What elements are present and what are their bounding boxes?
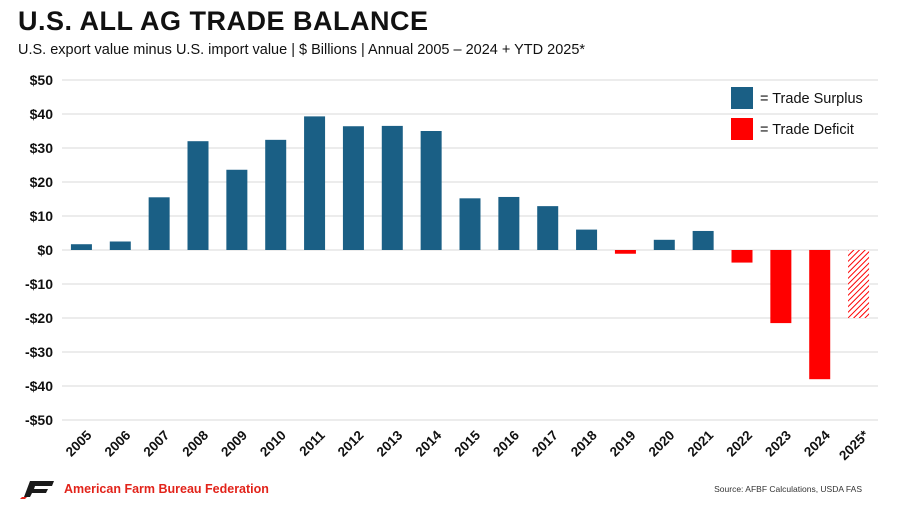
bar-2012: [342, 126, 364, 250]
x-tick-label: 2016: [490, 427, 522, 459]
bar-2005: [70, 244, 92, 250]
y-tick-label: -$40: [25, 378, 53, 394]
y-tick-label: $10: [30, 208, 54, 224]
bar-2019: [614, 250, 636, 254]
x-tick-label: 2018: [568, 427, 600, 459]
x-tick-label: 2010: [257, 428, 289, 460]
x-tick-label: 2009: [218, 428, 250, 460]
x-tick-label: 2015: [451, 427, 483, 459]
legend-label: = Trade Deficit: [760, 122, 854, 138]
organization-name: American Farm Bureau Federation: [64, 482, 269, 496]
y-tick-label: -$30: [25, 344, 53, 360]
x-tick-label: 2014: [412, 427, 444, 459]
x-tick-label: 2005: [63, 427, 95, 459]
y-tick-label: $0: [37, 242, 53, 258]
bar-2009: [226, 169, 248, 250]
bar-2025-ytd: [848, 250, 870, 318]
y-tick-label: $40: [30, 106, 54, 122]
bar-2014: [420, 131, 442, 250]
y-tick-label: $50: [30, 72, 54, 88]
bar-2020: [653, 239, 675, 250]
afbf-logo: American Farm Bureau Federation: [20, 478, 269, 500]
bar-2015: [459, 198, 481, 250]
x-tick-label: 2012: [335, 428, 367, 460]
x-tick-label: 2011: [296, 427, 328, 459]
bar-2008: [187, 141, 209, 250]
bar-2010: [265, 139, 287, 250]
chart-subtitle: U.S. export value minus U.S. import valu…: [18, 42, 586, 58]
bar-2018: [576, 229, 598, 250]
x-tick-label: 2013: [374, 427, 406, 459]
x-tick-label: 2017: [529, 428, 561, 460]
bar-2016: [498, 196, 520, 250]
legend-swatch: [731, 118, 753, 140]
x-tick-label: 2007: [140, 428, 172, 460]
x-tick-label: 2024: [801, 427, 833, 459]
bar-2007: [148, 197, 170, 250]
x-tick-label: 2021: [684, 427, 716, 459]
x-tick-label: 2022: [723, 428, 755, 460]
bar-2017: [537, 206, 559, 250]
y-tick-label: -$20: [25, 310, 53, 326]
source-note: Source: AFBF Calculations, USDA FAS: [714, 484, 862, 494]
y-tick-label: $30: [30, 140, 54, 156]
x-tick-label: 2008: [179, 427, 211, 459]
bar-2023: [770, 250, 792, 324]
x-tick-label: 2020: [646, 428, 678, 460]
y-tick-label: -$10: [25, 276, 53, 292]
x-tick-label: 2023: [762, 427, 794, 459]
bar-2022: [731, 250, 753, 263]
chart-title: U.S. ALL AG TRADE BALANCE: [18, 6, 429, 36]
bar-2006: [109, 241, 131, 250]
bar-2013: [381, 125, 403, 250]
x-tick-label: 2019: [607, 428, 639, 460]
x-tick-label: 2006: [102, 427, 134, 459]
bar-2021: [692, 230, 714, 250]
legend-swatch: [731, 87, 753, 109]
afbf-logo-icon: [20, 481, 54, 499]
bar-2011: [304, 116, 326, 250]
legend-label: = Trade Surplus: [760, 91, 863, 107]
x-tick-label: 2025*: [836, 427, 872, 463]
y-tick-label: -$50: [25, 412, 53, 428]
y-tick-label: $20: [30, 174, 54, 190]
bar-2024: [809, 250, 831, 380]
